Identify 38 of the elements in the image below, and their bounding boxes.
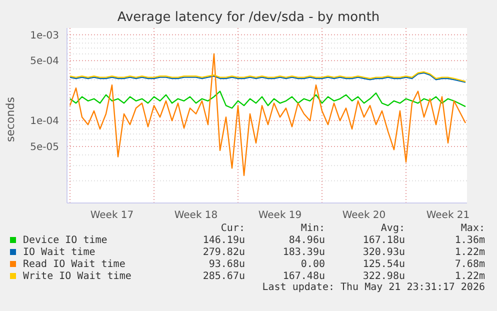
text: Avg: [380, 223, 405, 234]
text: 167.18u [362, 234, 405, 246]
text: Max: [460, 223, 485, 234]
text: 320.93u [362, 246, 405, 258]
text: 167.48u [282, 270, 325, 282]
x-tick-label: Week 17 [90, 210, 134, 222]
text: 322.98u [362, 270, 405, 282]
text: Last update: Thu May 21 23:31:17 2026 [261, 282, 485, 293]
legend-label: Device IO time [23, 234, 108, 246]
text: 125.54u [362, 258, 405, 270]
legend-label: IO Wait time [23, 246, 96, 258]
y-tick-label: 1e-04 [30, 116, 59, 128]
y-tick-label: 1e-03 [30, 30, 59, 42]
x-tick-label: Week 18 [174, 210, 218, 222]
y-tick-label: 5e-04 [30, 56, 59, 68]
line-series [69, 90, 466, 109]
x-tick-label: Week 21 [426, 210, 470, 222]
text: 7.68m [454, 258, 485, 270]
text: Min: [300, 223, 325, 234]
chart-title: Average latency for /dev/sda - by month [116, 10, 381, 25]
text: 1.22m [454, 270, 485, 282]
y-axis-title: seconds [4, 97, 17, 142]
text: 285.67u [202, 270, 245, 282]
text: 146.19u [202, 234, 245, 246]
text: 1.22m [454, 246, 485, 258]
text: 0.00 [300, 258, 325, 270]
legend-label: Read IO Wait time [23, 258, 126, 270]
text: 93.68u [208, 258, 245, 270]
y-tick-label: 5e-05 [30, 142, 59, 154]
x-tick-label: Week 20 [342, 210, 386, 222]
text: 183.39u [282, 246, 325, 258]
legend-label: Write IO Wait time [23, 270, 132, 282]
x-tick-label: Week 19 [258, 210, 302, 222]
text: 1.36m [454, 234, 485, 246]
text: 279.82u [202, 246, 245, 258]
text: 84.96u [288, 234, 325, 246]
line-series [69, 53, 466, 176]
text: Cur: [220, 223, 245, 234]
